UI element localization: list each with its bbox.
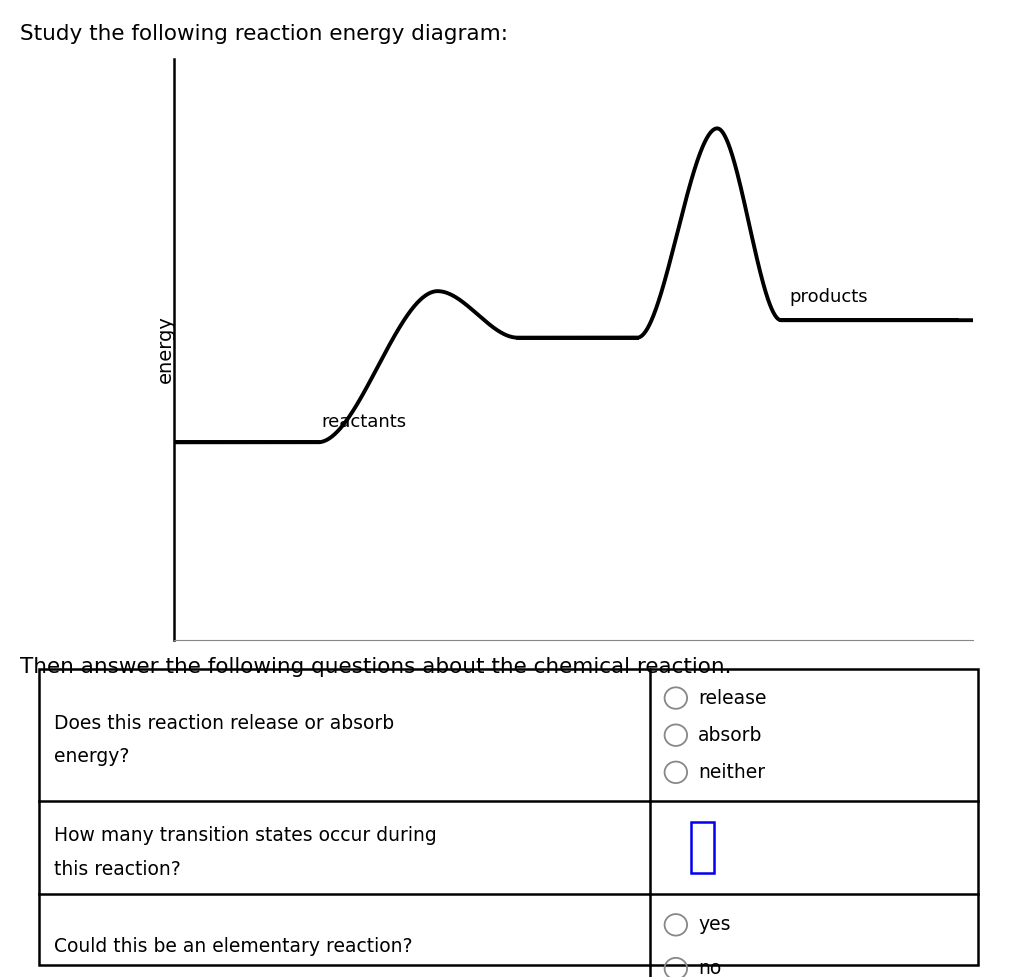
Text: release: release <box>698 689 767 707</box>
Text: How many transition states occur during: How many transition states occur during <box>54 827 437 845</box>
Text: reactants: reactants <box>322 412 407 431</box>
Text: yes: yes <box>698 915 731 934</box>
Text: Could this be an elementary reaction?: Could this be an elementary reaction? <box>54 937 413 956</box>
Bar <box>39 669 978 965</box>
Text: no: no <box>698 959 722 977</box>
Text: absorb: absorb <box>698 726 763 744</box>
Text: this reaction?: this reaction? <box>54 860 181 878</box>
Text: neither: neither <box>698 763 766 782</box>
Text: Study the following reaction energy diagram:: Study the following reaction energy diag… <box>20 24 509 44</box>
Bar <box>691 823 714 873</box>
Y-axis label: energy: energy <box>157 316 175 383</box>
Text: Does this reaction release or absorb: Does this reaction release or absorb <box>54 714 394 733</box>
Text: energy?: energy? <box>54 747 130 766</box>
Text: Then answer the following questions about the chemical reaction.: Then answer the following questions abou… <box>20 657 732 676</box>
Text: products: products <box>790 287 867 306</box>
